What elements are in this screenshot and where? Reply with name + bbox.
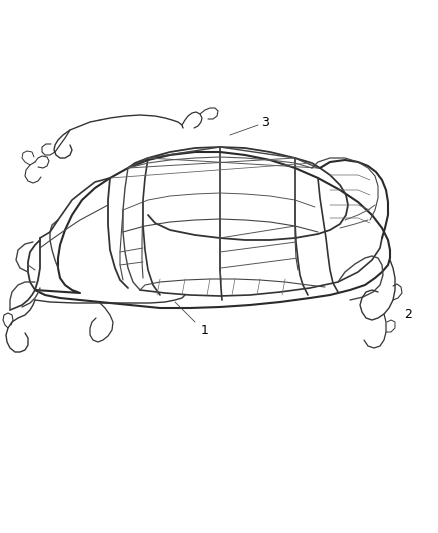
Text: 1: 1 <box>201 324 209 336</box>
Text: 2: 2 <box>404 309 412 321</box>
Text: 3: 3 <box>261 116 269 128</box>
